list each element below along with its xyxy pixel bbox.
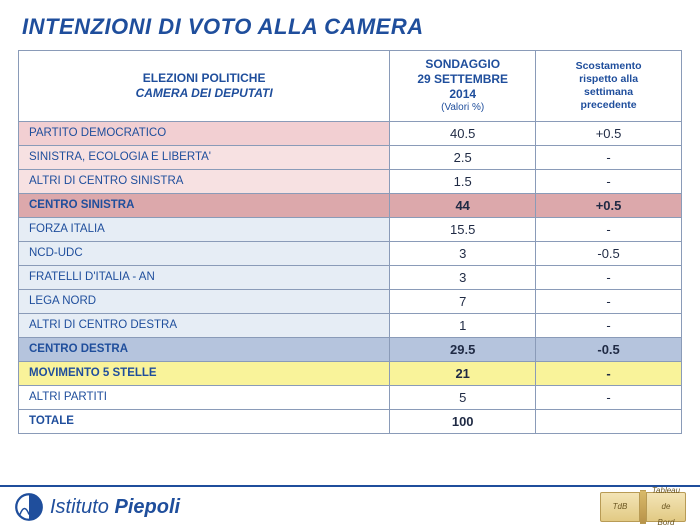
party-name: ALTRI DI CENTRO DESTRA	[19, 313, 390, 337]
poll-table: ELEZIONI POLITICHE CAMERA DEI DEPUTATI S…	[18, 50, 682, 434]
poll-value: 7	[390, 289, 536, 313]
book-right-2: de	[652, 503, 680, 511]
col-header-party: ELEZIONI POLITICHE CAMERA DEI DEPUTATI	[19, 51, 390, 122]
table-row: TOTALE100	[19, 409, 682, 433]
book-right-1: Tableau	[652, 487, 680, 495]
col-header-poll: SONDAGGIO 29 SETTEMBRE 2014 (Valori %)	[390, 51, 536, 122]
brand-text-2: Piepoli	[114, 496, 180, 518]
col1-line3: 2014	[449, 87, 476, 101]
poll-value: 3	[390, 265, 536, 289]
delta-value: -	[536, 289, 682, 313]
poll-value: 29.5	[390, 337, 536, 361]
party-name: TOTALE	[19, 409, 390, 433]
table-row: CENTRO SINISTRA44+0.5	[19, 193, 682, 217]
delta-value: -	[536, 361, 682, 385]
col-header-delta: Scostamento rispetto alla settimana prec…	[536, 51, 682, 122]
party-name: CENTRO SINISTRA	[19, 193, 390, 217]
book-left: TdB	[600, 492, 640, 522]
table-row: FRATELLI D'ITALIA - AN3-	[19, 265, 682, 289]
party-name: NCD-UDC	[19, 241, 390, 265]
footer-bar: Istituto Piepoli TdB Tableau de Bord	[0, 485, 700, 527]
book-icon: TdB Tableau de Bord	[600, 490, 686, 524]
poll-value: 40.5	[390, 121, 536, 145]
poll-value: 44	[390, 193, 536, 217]
poll-value: 3	[390, 241, 536, 265]
delta-value: -0.5	[536, 241, 682, 265]
delta-value: -	[536, 145, 682, 169]
poll-table-body: PARTITO DEMOCRATICO40.5+0.5SINISTRA, ECO…	[19, 121, 682, 433]
table-row: NCD-UDC3-0.5	[19, 241, 682, 265]
table-row: MOVIMENTO 5 STELLE21-	[19, 361, 682, 385]
col0-line2: CAMERA DEI DEPUTATI	[136, 86, 273, 100]
table-row: SINISTRA, ECOLOGIA E LIBERTA'2.5-	[19, 145, 682, 169]
party-name: FRATELLI D'ITALIA - AN	[19, 265, 390, 289]
table-row: PARTITO DEMOCRATICO40.5+0.5	[19, 121, 682, 145]
table-row: LEGA NORD7-	[19, 289, 682, 313]
col1-sub: (Valori %)	[396, 102, 529, 115]
col1-line1: SONDAGGIO	[425, 57, 500, 71]
table-header-row: ELEZIONI POLITICHE CAMERA DEI DEPUTATI S…	[19, 51, 682, 122]
brand-text-1: Istituto	[50, 496, 114, 518]
party-name: SINISTRA, ECOLOGIA E LIBERTA'	[19, 145, 390, 169]
delta-value	[536, 409, 682, 433]
table-row: CENTRO DESTRA29.5-0.5	[19, 337, 682, 361]
poll-value: 15.5	[390, 217, 536, 241]
col2-line2: rispetto alla	[579, 73, 638, 85]
party-name: ALTRI DI CENTRO SINISTRA	[19, 169, 390, 193]
party-name: LEGA NORD	[19, 289, 390, 313]
table-row: ALTRI PARTITI5-	[19, 385, 682, 409]
brand-logo: Istituto Piepoli	[14, 492, 180, 522]
col2-line3: settimana	[584, 86, 633, 98]
table-row: FORZA ITALIA15.5-	[19, 217, 682, 241]
book-left-text: TdB	[613, 503, 628, 511]
delta-value: -	[536, 385, 682, 409]
table-row: ALTRI DI CENTRO SINISTRA1.5-	[19, 169, 682, 193]
col2-line4: precedente	[581, 99, 637, 111]
delta-value: -	[536, 265, 682, 289]
book-right-3: Bord	[652, 519, 680, 527]
party-name: ALTRI PARTITI	[19, 385, 390, 409]
poll-value: 5	[390, 385, 536, 409]
delta-value: +0.5	[536, 193, 682, 217]
delta-value: -	[536, 313, 682, 337]
poll-value: 2.5	[390, 145, 536, 169]
poll-value: 1	[390, 313, 536, 337]
party-name: PARTITO DEMOCRATICO	[19, 121, 390, 145]
party-name: CENTRO DESTRA	[19, 337, 390, 361]
delta-value: -	[536, 217, 682, 241]
col1-line2: 29 SETTEMBRE	[417, 72, 508, 86]
table-row: ALTRI DI CENTRO DESTRA1-	[19, 313, 682, 337]
poll-value: 100	[390, 409, 536, 433]
party-name: MOVIMENTO 5 STELLE	[19, 361, 390, 385]
delta-value: +0.5	[536, 121, 682, 145]
brand-icon	[14, 492, 44, 522]
delta-value: -0.5	[536, 337, 682, 361]
col0-line1: ELEZIONI POLITICHE	[143, 71, 266, 85]
page-title: INTENZIONI DI VOTO ALLA CAMERA	[0, 0, 700, 50]
delta-value: -	[536, 169, 682, 193]
col2-line1: Scostamento	[576, 60, 642, 72]
poll-value: 21	[390, 361, 536, 385]
party-name: FORZA ITALIA	[19, 217, 390, 241]
poll-table-container: ELEZIONI POLITICHE CAMERA DEI DEPUTATI S…	[18, 50, 682, 434]
book-right: Tableau de Bord	[646, 492, 686, 522]
poll-value: 1.5	[390, 169, 536, 193]
